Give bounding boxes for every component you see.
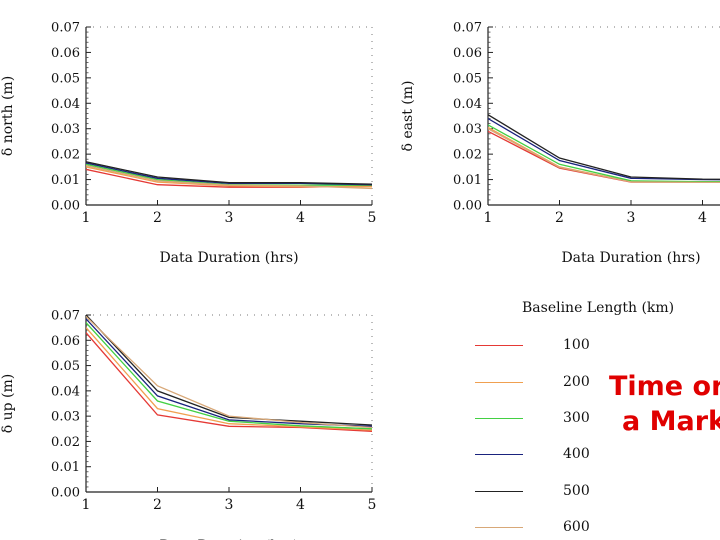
- y-tick-label: 0.00: [453, 199, 482, 214]
- series-line-100: [86, 332, 372, 432]
- y-tick-label: 0.03: [453, 122, 482, 137]
- y-axis-title: δ north (m): [0, 76, 16, 156]
- x-tick-label: 3: [627, 210, 636, 226]
- y-tick-label: 0.05: [51, 71, 80, 86]
- legend-label: 600: [563, 519, 590, 535]
- x-axis-title: Data Duration (hrs): [159, 250, 298, 266]
- legend-item-500: 500: [475, 483, 605, 501]
- y-tick-label: 0.04: [51, 384, 80, 399]
- x-tick-label: 4: [296, 497, 305, 513]
- y-tick-label: 0.07: [51, 309, 80, 324]
- y-tick-label: 0.04: [51, 97, 80, 112]
- series-line-200: [86, 327, 372, 431]
- series-line-400: [488, 117, 720, 181]
- series-line-400: [86, 318, 372, 427]
- series-group: [488, 114, 720, 184]
- legend-item-300: 300: [475, 410, 605, 428]
- y-axis-title: δ up (m): [0, 374, 16, 434]
- y-tick-label: 0.06: [453, 46, 482, 61]
- series-line-500: [86, 161, 372, 185]
- series-line-500: [488, 114, 720, 180]
- overlay-text-line-2: a Mark: [622, 406, 720, 437]
- series-line-600: [86, 164, 372, 190]
- legend-label: 100: [563, 337, 590, 353]
- series-line-300: [86, 322, 372, 430]
- legend-label: 400: [563, 446, 590, 462]
- chart-panel-north: 0.00 0.01 0.02 0.03 0.04 0.05 0.06 0.07 1 2 3 4 5 Dat…: [0, 21, 376, 267]
- y-tick-label: 0.04: [453, 97, 482, 112]
- legend-swatch: [475, 418, 523, 419]
- x-tick-label: 5: [368, 210, 377, 226]
- legend-item-400: 400: [475, 446, 605, 464]
- y-tick-label: 0.01: [51, 173, 80, 188]
- y-axis-title: δ east (m): [400, 81, 416, 152]
- y-tick-label: 0.01: [51, 460, 80, 475]
- x-axis-title: Data Duration (hrs): [561, 250, 700, 266]
- legend-item-200: 200: [475, 374, 605, 392]
- series-group: [86, 161, 372, 190]
- y-tick-label: 0.03: [51, 410, 80, 425]
- overlay-text-line-1: Time or: [609, 371, 720, 402]
- legend-title: Baseline Length (km): [522, 300, 675, 316]
- legend-label: 500: [563, 483, 590, 499]
- x-axis-title: Data Duration (hrs): [159, 538, 298, 540]
- y-tick-label: 0.00: [51, 199, 80, 214]
- legend-swatch: [475, 345, 523, 346]
- y-tick-label: 0.02: [51, 148, 80, 163]
- series-line-400: [86, 162, 372, 186]
- x-tick-label: 3: [225, 210, 234, 226]
- legend-label: 300: [563, 410, 590, 426]
- y-tick-label: 0.01: [453, 173, 482, 188]
- y-tick-label: 0.02: [453, 148, 482, 163]
- chart-panel-up: 0.00 0.01 0.02 0.03 0.04 0.05 0.06 0.07 1 2 3 4 5 Dat…: [0, 309, 376, 540]
- y-tick-label: 0.03: [51, 122, 80, 137]
- series-line-600: [488, 128, 720, 184]
- legend-swatch: [475, 527, 523, 528]
- x-tick-label: 4: [698, 210, 707, 226]
- series-line-300: [488, 124, 720, 183]
- x-tick-label: 2: [153, 210, 162, 226]
- legend-label: 200: [563, 374, 590, 390]
- legend-item-600: 600: [475, 519, 605, 537]
- y-tick-label: 0.06: [51, 334, 80, 349]
- x-tick-label: 3: [225, 497, 234, 513]
- x-tick-label: 1: [484, 210, 493, 226]
- y-tick-label: 0.07: [51, 21, 80, 36]
- y-tick-label: 0.02: [51, 435, 80, 450]
- x-tick-label: 1: [82, 210, 91, 226]
- x-tick-label: 2: [555, 210, 564, 226]
- x-tick-label: 1: [82, 497, 91, 513]
- legend-swatch: [475, 454, 523, 455]
- x-tick-label: 2: [153, 497, 162, 513]
- legend-swatch: [475, 491, 523, 492]
- y-tick-label: 0.06: [51, 46, 80, 61]
- legend-item-100: 100: [475, 337, 605, 355]
- series-line-500: [86, 314, 372, 426]
- y-tick-label: 0.00: [51, 486, 80, 501]
- y-tick-label: 0.05: [453, 71, 482, 86]
- chart-panel-east: 0.000.010.020.030.040.050.060.0712345Dat…: [400, 21, 720, 266]
- legend-swatch: [475, 382, 523, 383]
- y-tick-label: 0.05: [51, 359, 80, 374]
- y-tick-label: 0.07: [453, 21, 482, 36]
- series-line-600: [86, 315, 372, 429]
- x-tick-label: 5: [368, 497, 377, 513]
- x-tick-label: 4: [296, 210, 305, 226]
- series-group: [86, 314, 372, 432]
